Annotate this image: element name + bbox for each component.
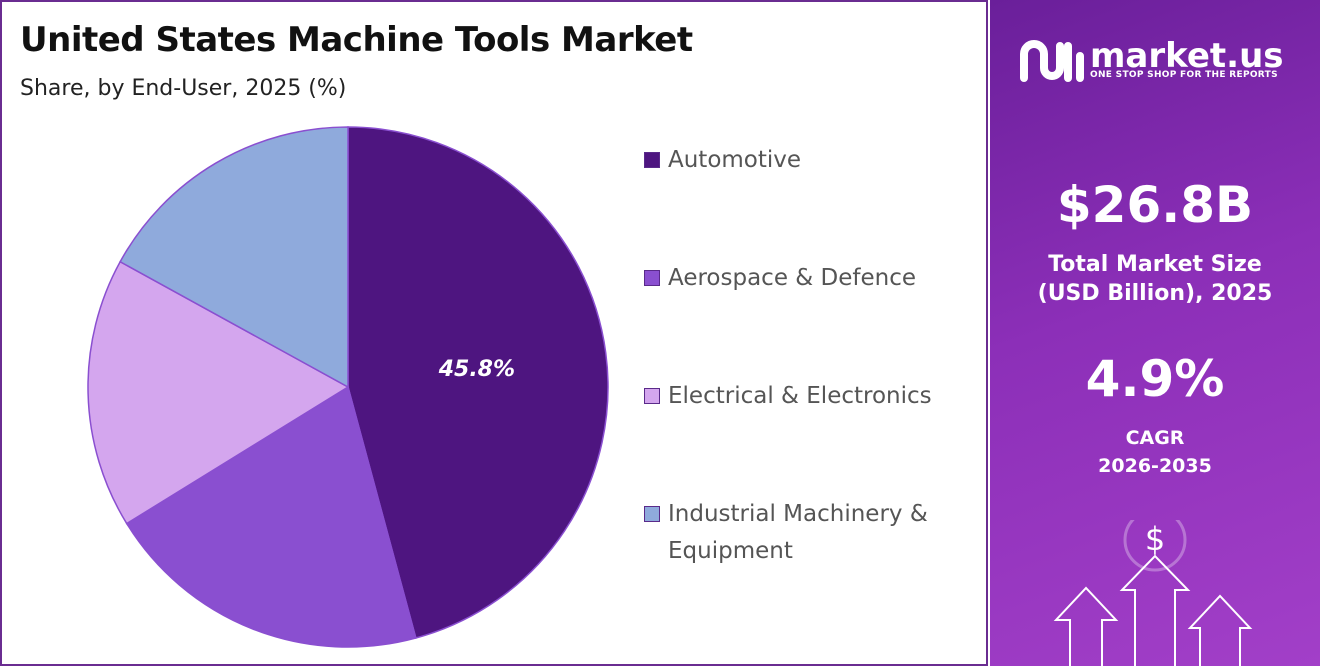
chart-area: United States Machine Tools Market Share… xyxy=(0,0,988,666)
pie-slice xyxy=(119,126,349,389)
cagr-label: CAGR 2026-2035 xyxy=(1098,427,1212,477)
legend-label: Electrical & Electronics xyxy=(668,383,932,409)
chart-title: United States Machine Tools Market xyxy=(20,20,693,60)
legend-item: Automotive xyxy=(644,142,944,260)
pie-chart: 45.8% xyxy=(87,126,609,648)
arrows-icon: $ xyxy=(1053,520,1253,666)
legend-item: Electrical & Electronics xyxy=(644,378,944,496)
legend-label: Automotive xyxy=(668,147,802,173)
cagr: 4.9% xyxy=(1085,350,1225,408)
legend-label: Aerospace & Defence xyxy=(668,265,917,291)
legend-swatch xyxy=(644,506,660,522)
svg-text:$: $ xyxy=(1145,520,1165,558)
logo-icon xyxy=(1020,40,1084,82)
legend-item: Aerospace & Defence xyxy=(644,260,944,378)
legend: Automotive Aerospace & Defence Electrical … xyxy=(644,142,944,614)
logo-text: market.us xyxy=(1090,36,1284,76)
legend-swatch xyxy=(644,270,660,286)
pie-slice xyxy=(125,385,417,648)
legend-swatch xyxy=(644,388,660,404)
legend-label: Industrial Machinery & Equipment xyxy=(668,501,928,564)
pie-slice xyxy=(87,260,350,525)
tagline: ONE STOP SHOP FOR THE REPORTS xyxy=(1090,70,1278,80)
chart-subtitle: Share, by End-User, 2025 (%) xyxy=(20,76,347,101)
legend-item: Industrial Machinery & Equipment xyxy=(644,496,944,614)
market-size: $26.8B xyxy=(1056,176,1254,234)
data-label: 45.8% xyxy=(438,357,515,382)
pie-slice xyxy=(347,126,609,639)
legend-swatch xyxy=(644,152,660,168)
info-panel: market.us ONE STOP SHOP FOR THE REPORTS … xyxy=(990,0,1320,666)
market-size-label: Total Market Size (USD Billion), 2025 xyxy=(1037,252,1273,306)
